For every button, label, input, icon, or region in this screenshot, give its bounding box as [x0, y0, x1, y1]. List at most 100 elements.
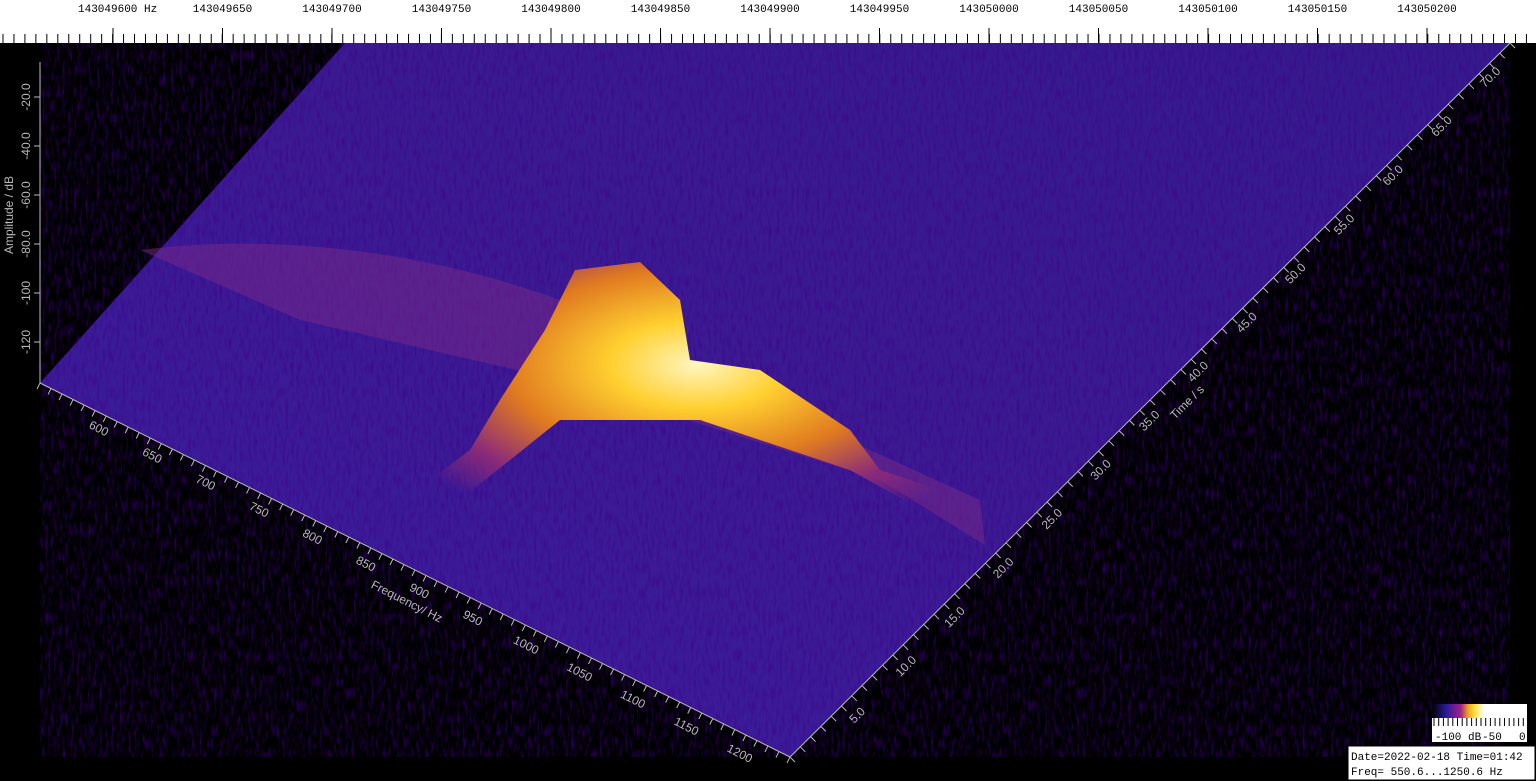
frequency-tick	[168, 448, 173, 456]
frequency-tick	[599, 663, 603, 670]
time-tick	[1293, 256, 1300, 263]
ruler-label: 143050000	[959, 4, 1018, 16]
frequency-label: 1050	[564, 660, 594, 685]
time-tick	[1129, 420, 1135, 426]
time-tick	[943, 603, 950, 610]
frequency-tick	[665, 696, 670, 703]
frequency-tick	[588, 657, 592, 665]
ruler-label: 143049950	[850, 4, 909, 16]
frequency-tick	[334, 531, 339, 538]
frequency-tick	[268, 498, 273, 505]
time-tick	[923, 624, 930, 630]
time-tick	[1447, 103, 1454, 110]
time-tick	[1499, 52, 1506, 59]
frequency-tick	[190, 459, 195, 467]
time-tick	[1015, 532, 1022, 538]
frequency-tick	[213, 470, 217, 478]
frequency-tick	[775, 751, 780, 758]
frequency-tick	[290, 509, 295, 516]
time-tick	[1262, 287, 1269, 294]
frequency-tick	[466, 597, 471, 604]
time-title: Time / s	[1167, 382, 1207, 422]
ruler-label: 143049800	[521, 4, 580, 16]
time-tick	[841, 705, 847, 712]
ruler-label: 143049750	[412, 4, 471, 16]
frequency-tick	[312, 520, 317, 527]
frequency-title: Frequency/ Hz	[369, 577, 445, 625]
time-tick	[810, 736, 816, 742]
time-tick	[789, 756, 796, 763]
frequency-label: 1200	[725, 741, 755, 766]
time-tick	[1005, 542, 1012, 549]
frequency-tick	[91, 410, 96, 417]
time-tick	[1252, 297, 1259, 304]
time-tick	[1303, 246, 1310, 253]
ruler-label: 143049850	[631, 4, 690, 16]
frequency-tick	[543, 635, 548, 643]
frequency-tick	[753, 740, 758, 747]
frequency-tick	[621, 674, 626, 681]
time-tick	[1067, 481, 1074, 487]
frequency-label: 750	[247, 499, 271, 521]
frequency-tick	[576, 652, 581, 659]
time-tick	[954, 593, 960, 600]
frequency-tick	[532, 630, 537, 637]
time-tick	[1149, 399, 1156, 406]
frequency-tick	[499, 613, 504, 621]
frequency-tick	[698, 712, 703, 720]
time-tick	[1458, 93, 1464, 100]
signal-ridge	[140, 243, 985, 545]
frequency-tick	[69, 399, 74, 406]
time-tick	[861, 685, 868, 691]
frequency-tick	[687, 707, 692, 714]
signal-peak	[410, 262, 985, 555]
frequency-tick	[224, 476, 228, 483]
time-tick	[892, 654, 899, 661]
time-tick	[1201, 348, 1207, 355]
time-tick	[1098, 450, 1104, 457]
frequency-tick	[554, 641, 559, 648]
colorbar-label: -50	[1482, 732, 1502, 744]
time-tick	[1478, 73, 1485, 79]
time-tick	[1046, 501, 1053, 508]
ruler-label: 143050050	[1069, 4, 1128, 16]
frequency-tick	[356, 542, 361, 549]
time-tick	[1427, 124, 1434, 130]
ruler-label: 143049700	[302, 4, 361, 16]
time-tick	[851, 695, 858, 702]
time-tick	[1396, 154, 1403, 161]
time-tick	[995, 552, 1002, 559]
frequency-tick	[323, 525, 328, 533]
ruler-label: 143049650	[193, 4, 252, 16]
frequency-tick	[477, 602, 482, 610]
time-tick	[1375, 175, 1382, 181]
time-label: 10.0	[893, 653, 920, 680]
frequency-tick	[510, 619, 515, 626]
ruler-label: 143050100	[1178, 4, 1237, 16]
frequency-tick	[246, 487, 251, 494]
frequency-tick	[643, 685, 648, 692]
frequency-tick	[124, 426, 129, 434]
time-tick	[1159, 389, 1166, 396]
time-tick	[1170, 379, 1176, 385]
amplitude-title: Amplitude / dB	[2, 176, 16, 254]
frequency-tick	[389, 558, 394, 566]
time-tick	[1365, 185, 1372, 192]
time-tick	[1355, 195, 1362, 202]
colorbar-ticks	[1433, 718, 1524, 726]
time-tick	[1386, 165, 1392, 171]
frequency-tick	[610, 668, 614, 676]
time-tick	[1211, 338, 1218, 345]
ruler-label: 143049900	[740, 4, 799, 16]
frequency-tick	[113, 421, 118, 428]
time-tick	[1345, 205, 1351, 212]
frequency-tick	[676, 701, 681, 709]
time-tick	[1057, 491, 1063, 498]
time-tick	[1406, 144, 1413, 151]
info-freq: Freq= 550.6...1250.6 Hz	[1351, 767, 1503, 779]
time-tick	[913, 634, 919, 640]
ruler-label: 143049600 Hz	[78, 4, 157, 16]
time-label: 15.0	[941, 604, 968, 631]
frequency-tick	[235, 481, 239, 489]
